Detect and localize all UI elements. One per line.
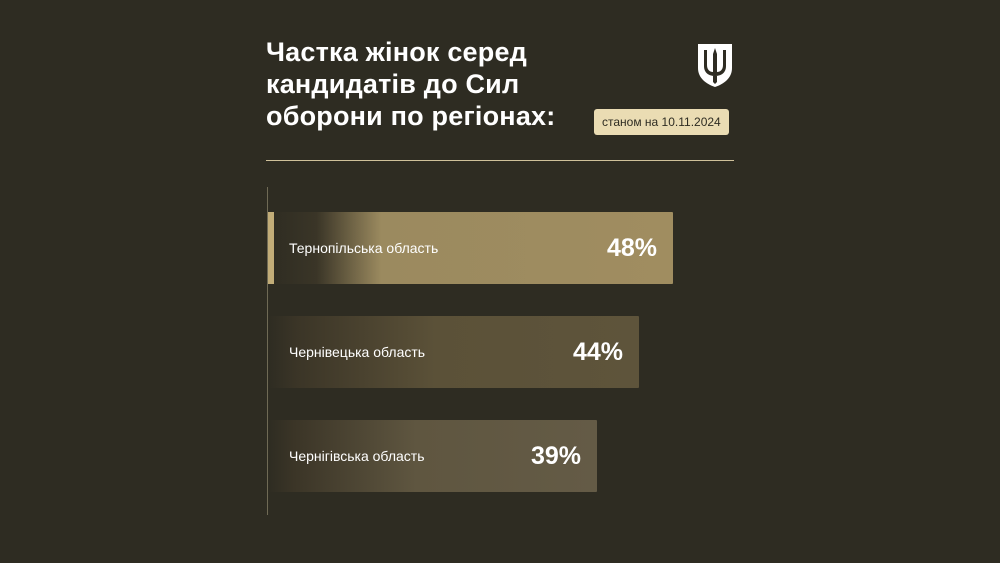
bar: Тернопільська область 48%	[268, 212, 673, 284]
date-badge: станом на 10.11.2024	[594, 109, 729, 135]
bar-value-label: 39%	[530, 442, 581, 470]
bar-value-label: 44%	[572, 338, 623, 366]
bar-value-label: 48%	[606, 234, 657, 262]
trident-icon	[698, 44, 732, 87]
title-divider	[266, 160, 734, 161]
bar: Чернівецька область 44%	[268, 316, 639, 388]
chart-axis-line	[267, 187, 268, 515]
bar-category-label: Тернопільська область	[289, 240, 439, 256]
bar-category-label: Чернігівська область	[289, 448, 425, 464]
bar: Чернігівська область 39%	[268, 420, 597, 492]
bar-accent	[268, 212, 274, 284]
bar-category-label: Чернівецька область	[289, 344, 426, 360]
chart-title: Частка жінок серед кандидатів до Сил обо…	[266, 37, 556, 131]
